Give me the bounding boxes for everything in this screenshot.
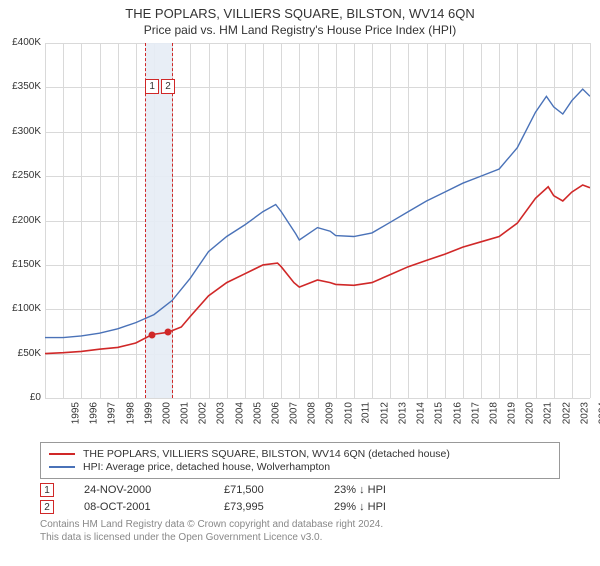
xtick-label: 2002 bbox=[197, 402, 208, 424]
event-price: £73,995 bbox=[224, 501, 304, 513]
xtick-label: 2022 bbox=[561, 402, 572, 424]
xtick-label: 2015 bbox=[434, 402, 445, 424]
event-delta: 29% ↓ HPI bbox=[334, 501, 386, 513]
event-delta: 23% ↓ HPI bbox=[334, 484, 386, 496]
legend-row: HPI: Average price, detached house, Wolv… bbox=[49, 461, 551, 473]
xtick-label: 2008 bbox=[306, 402, 317, 424]
xtick-label: 2018 bbox=[488, 402, 499, 424]
series-price_paid bbox=[45, 185, 590, 354]
legend: THE POPLARS, VILLIERS SQUARE, BILSTON, W… bbox=[40, 442, 560, 479]
footer-line-2: This data is licensed under the Open Gov… bbox=[40, 531, 560, 544]
legend-label: HPI: Average price, detached house, Wolv… bbox=[83, 461, 330, 473]
event-date: 08-OCT-2001 bbox=[84, 501, 194, 513]
xtick-label: 2016 bbox=[452, 402, 463, 424]
event-row: 1 24-NOV-2000 £71,500 23% ↓ HPI bbox=[40, 483, 560, 497]
chart-subtitle: Price paid vs. HM Land Registry's House … bbox=[0, 23, 600, 37]
chart-area: £0£50K£100K£150K£200K£250K£300K£350K£400… bbox=[0, 43, 600, 438]
series-hpi bbox=[45, 89, 590, 338]
ytick-label: £350K bbox=[1, 81, 41, 92]
chart-title: THE POPLARS, VILLIERS SQUARE, BILSTON, W… bbox=[0, 6, 600, 21]
xtick-label: 2013 bbox=[397, 402, 408, 424]
xtick-label: 1996 bbox=[88, 402, 99, 424]
event-price: £71,500 bbox=[224, 484, 304, 496]
xtick-label: 2011 bbox=[360, 402, 371, 424]
ytick-label: £400K bbox=[1, 37, 41, 48]
footer-line-1: Contains HM Land Registry data © Crown c… bbox=[40, 518, 560, 531]
plot-area: £0£50K£100K£150K£200K£250K£300K£350K£400… bbox=[45, 43, 590, 398]
xtick-label: 2012 bbox=[379, 402, 390, 424]
ytick-label: £0 bbox=[1, 392, 41, 403]
xtick-label: 2004 bbox=[234, 402, 245, 424]
ytick-label: £300K bbox=[1, 126, 41, 137]
xtick-label: 1997 bbox=[107, 402, 118, 424]
xtick-label: 1999 bbox=[143, 402, 154, 424]
ytick-label: £50K bbox=[1, 348, 41, 359]
xtick-label: 2023 bbox=[579, 402, 590, 424]
ytick-label: £150K bbox=[1, 259, 41, 270]
xtick-label: 2017 bbox=[470, 402, 481, 424]
xtick-label: 2021 bbox=[543, 402, 554, 424]
xtick-label: 2007 bbox=[288, 402, 299, 424]
gridline-y bbox=[45, 398, 590, 399]
xtick-label: 2014 bbox=[415, 402, 426, 424]
xtick-label: 1995 bbox=[70, 402, 81, 424]
xtick-label: 2006 bbox=[270, 402, 281, 424]
events-table: 1 24-NOV-2000 £71,500 23% ↓ HPI 2 08-OCT-2001… bbox=[40, 483, 560, 514]
ytick-label: £250K bbox=[1, 170, 41, 181]
xtick-label: 2001 bbox=[179, 402, 190, 424]
legend-swatch bbox=[49, 466, 75, 468]
legend-row: THE POPLARS, VILLIERS SQUARE, BILSTON, W… bbox=[49, 448, 551, 460]
xtick-label: 2005 bbox=[252, 402, 263, 424]
series-svg bbox=[45, 43, 590, 398]
gridline-x bbox=[590, 43, 591, 398]
legend-label: THE POPLARS, VILLIERS SQUARE, BILSTON, W… bbox=[83, 448, 450, 460]
xtick-label: 1998 bbox=[125, 402, 136, 424]
xtick-label: 2003 bbox=[216, 402, 227, 424]
event-index-box: 2 bbox=[40, 500, 54, 514]
ytick-label: £100K bbox=[1, 303, 41, 314]
footer: Contains HM Land Registry data © Crown c… bbox=[40, 518, 560, 544]
event-row: 2 08-OCT-2001 £73,995 29% ↓ HPI bbox=[40, 500, 560, 514]
ytick-label: £200K bbox=[1, 215, 41, 226]
event-index-box: 1 bbox=[40, 483, 54, 497]
legend-swatch bbox=[49, 453, 75, 455]
xtick-label: 2010 bbox=[343, 402, 354, 424]
xtick-label: 2019 bbox=[506, 402, 517, 424]
xtick-label: 2000 bbox=[161, 402, 172, 424]
xtick-label: 2020 bbox=[524, 402, 535, 424]
xtick-label: 2009 bbox=[325, 402, 336, 424]
event-date: 24-NOV-2000 bbox=[84, 484, 194, 496]
